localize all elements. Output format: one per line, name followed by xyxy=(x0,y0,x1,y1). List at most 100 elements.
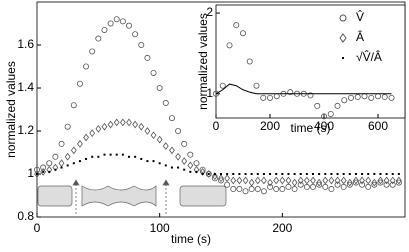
circle-point xyxy=(359,181,366,188)
diamond-point xyxy=(70,146,77,155)
diamond-point xyxy=(254,176,261,185)
x-tick-label: 200 xyxy=(260,119,280,133)
diamond-point xyxy=(211,172,218,181)
dot-point xyxy=(299,173,302,175)
dot-point xyxy=(367,173,370,175)
dot-point xyxy=(373,173,376,175)
dot-point xyxy=(262,173,265,175)
tube-sketches xyxy=(37,179,227,214)
circle-point xyxy=(150,69,157,76)
dot-point xyxy=(293,173,296,175)
circle-point xyxy=(266,94,273,101)
dot-point xyxy=(220,173,222,175)
circle-point xyxy=(314,102,321,109)
legend-label: √V̂/Â xyxy=(356,49,382,64)
diamond-point xyxy=(377,176,384,185)
dot-point xyxy=(305,173,308,175)
circle-point xyxy=(199,166,206,173)
diamond-point xyxy=(279,176,286,185)
dot-point xyxy=(201,173,204,175)
tube-right xyxy=(179,185,227,207)
diamond-point xyxy=(46,165,53,174)
y-axis-label: normalized values xyxy=(4,61,18,158)
dot-point xyxy=(226,173,229,175)
circle-point xyxy=(260,188,267,195)
x-tick-label: 600 xyxy=(368,119,388,133)
dot-point xyxy=(312,173,314,175)
diamond-point xyxy=(353,176,359,185)
circle-point xyxy=(76,80,83,87)
diamond-point xyxy=(40,167,47,176)
circle-point xyxy=(233,22,240,29)
circle-point xyxy=(242,188,249,195)
circle-point xyxy=(126,22,133,29)
circle-point xyxy=(52,153,59,160)
x-tick-label: 0 xyxy=(34,221,41,235)
diamond-point xyxy=(52,163,59,172)
dot-point xyxy=(342,173,345,175)
circle-point xyxy=(156,85,163,92)
circle-point xyxy=(279,186,286,193)
diamond-point xyxy=(371,178,378,187)
circle-point xyxy=(236,186,243,193)
dot-point xyxy=(348,173,351,175)
dot-point xyxy=(121,153,124,156)
x-axis-label: time (s) xyxy=(291,121,331,135)
dot-point xyxy=(213,173,216,175)
dot-point xyxy=(256,173,259,175)
diamond-point xyxy=(126,118,132,127)
legend: V̂ Â √V̂/Â xyxy=(339,9,382,64)
circle-point xyxy=(138,42,145,49)
dot-point xyxy=(146,160,149,163)
circle-point xyxy=(297,181,304,188)
circle-point xyxy=(389,181,396,188)
y-tick-label: 1 xyxy=(206,86,213,100)
dot-point xyxy=(54,168,57,171)
circle-point xyxy=(113,16,120,23)
circle-point xyxy=(95,35,102,42)
dot-point xyxy=(103,153,106,156)
diamond-point xyxy=(150,131,157,140)
dot-point xyxy=(281,173,284,175)
diamond-point xyxy=(175,152,181,161)
circle-point xyxy=(89,48,96,55)
diamond-point xyxy=(95,124,102,133)
circle-point xyxy=(230,186,237,193)
legend-label: V̂ xyxy=(356,9,364,24)
dot-point xyxy=(379,173,382,175)
circle-point xyxy=(187,151,194,158)
circle-point xyxy=(212,90,219,97)
dot-point xyxy=(91,155,94,158)
diamond-point xyxy=(267,178,273,187)
x-tick-label: 0 xyxy=(213,119,220,133)
diamond-point xyxy=(297,176,304,185)
y-tick-label: 1.6 xyxy=(17,37,34,51)
dot-point xyxy=(195,170,198,173)
dot-point xyxy=(140,157,143,160)
circle-point xyxy=(354,94,361,101)
circle-point xyxy=(211,175,218,182)
diamond-point xyxy=(365,176,372,185)
diamond-point xyxy=(58,159,65,168)
dot-point xyxy=(232,173,235,175)
circle-point xyxy=(368,94,375,101)
dot-point xyxy=(183,168,186,171)
diamond-point xyxy=(359,176,365,185)
dot-point xyxy=(361,173,364,175)
diamond-point xyxy=(273,176,280,185)
legend-label: Â xyxy=(356,29,364,44)
dot-point xyxy=(250,173,253,175)
diamond-point xyxy=(340,176,347,185)
circle-point xyxy=(320,113,327,120)
diamond-point xyxy=(303,176,310,185)
circle-point xyxy=(107,20,114,27)
diamond-point xyxy=(64,152,71,161)
diamond-point xyxy=(316,178,323,187)
diamond-point xyxy=(34,170,40,178)
dot-point xyxy=(134,155,137,158)
circle-point xyxy=(34,166,41,173)
circle-point xyxy=(352,179,359,186)
y-tick-label: 0.8 xyxy=(17,209,34,223)
circle-point xyxy=(239,30,246,37)
